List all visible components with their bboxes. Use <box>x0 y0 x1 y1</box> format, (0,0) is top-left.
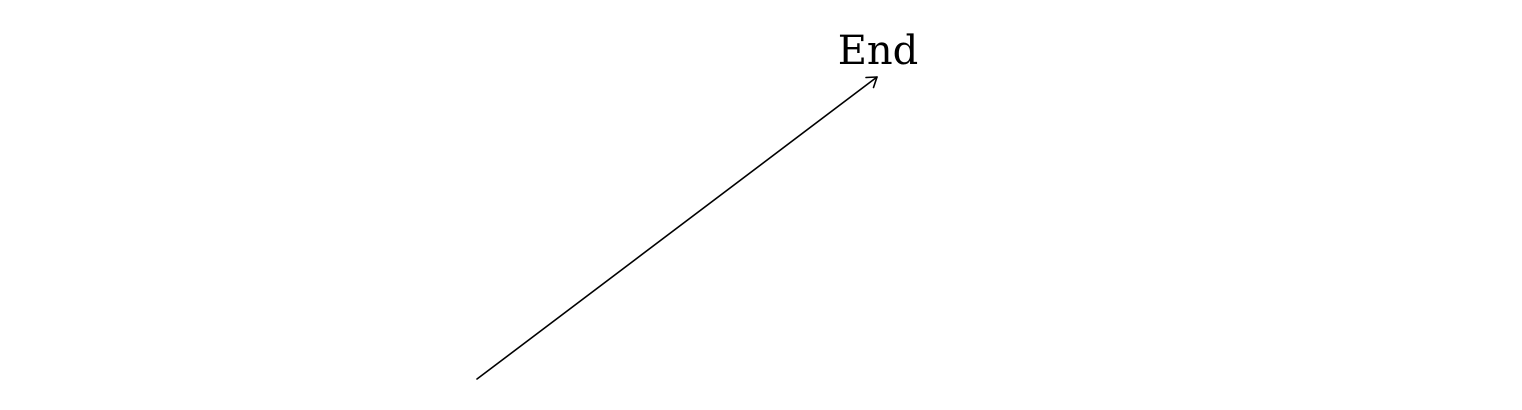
end-node-label: End <box>838 28 919 74</box>
open-arrowhead-icon <box>865 76 878 89</box>
connector-arrow-line <box>476 76 878 380</box>
